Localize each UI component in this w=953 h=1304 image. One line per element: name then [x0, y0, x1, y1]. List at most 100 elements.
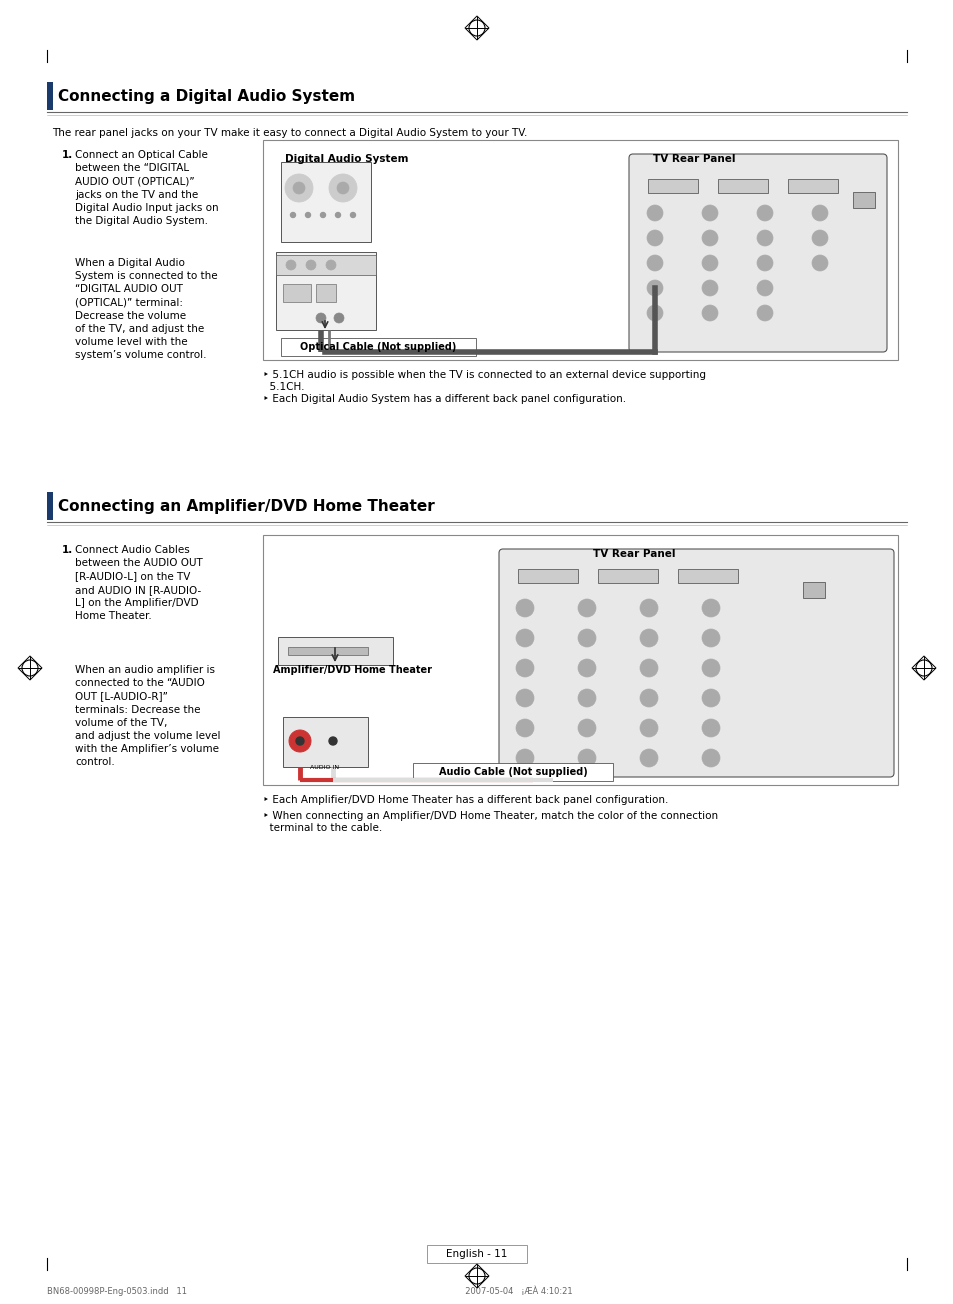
Text: The rear panel jacks on your TV make it easy to connect a Digital Audio System t: The rear panel jacks on your TV make it …: [52, 128, 527, 138]
Circle shape: [639, 689, 658, 707]
Circle shape: [757, 305, 772, 321]
Circle shape: [295, 737, 304, 745]
Circle shape: [701, 280, 718, 296]
FancyBboxPatch shape: [628, 154, 886, 352]
Text: Optical Cable (Not supplied): Optical Cable (Not supplied): [300, 342, 456, 352]
Bar: [47, 82, 53, 110]
Circle shape: [757, 280, 772, 296]
Circle shape: [578, 599, 596, 617]
Circle shape: [701, 305, 718, 321]
Bar: [718, 179, 767, 193]
Circle shape: [315, 313, 326, 323]
Circle shape: [701, 230, 718, 246]
Bar: [787, 179, 837, 193]
Circle shape: [639, 659, 658, 677]
Circle shape: [326, 259, 335, 270]
Circle shape: [646, 280, 662, 296]
Circle shape: [639, 599, 658, 617]
Circle shape: [291, 213, 295, 218]
Circle shape: [811, 230, 827, 246]
Circle shape: [639, 719, 658, 737]
Circle shape: [516, 689, 534, 707]
Text: Amplifier/DVD Home Theater: Amplifier/DVD Home Theater: [273, 665, 432, 675]
Circle shape: [757, 205, 772, 220]
Text: ‣ Each Digital Audio System has a different back panel configuration.: ‣ Each Digital Audio System has a differ…: [263, 394, 625, 404]
Circle shape: [811, 256, 827, 271]
Circle shape: [329, 737, 336, 745]
Text: Audio Cable (Not supplied): Audio Cable (Not supplied): [438, 767, 587, 777]
Circle shape: [701, 719, 720, 737]
Circle shape: [305, 213, 310, 218]
Circle shape: [516, 659, 534, 677]
Circle shape: [516, 599, 534, 617]
Bar: [427, 1245, 526, 1264]
Text: Digital Audio System: Digital Audio System: [285, 154, 408, 164]
Bar: [47, 492, 53, 520]
Circle shape: [701, 599, 720, 617]
Circle shape: [639, 629, 658, 647]
Circle shape: [285, 173, 313, 202]
FancyBboxPatch shape: [498, 549, 893, 777]
Text: English - 11: English - 11: [446, 1249, 507, 1258]
Text: ‣ 5.1CH audio is possible when the TV is connected to an external device support: ‣ 5.1CH audio is possible when the TV is…: [263, 370, 705, 393]
Circle shape: [646, 256, 662, 271]
Bar: [283, 717, 368, 767]
Bar: [281, 162, 371, 243]
Text: 1.: 1.: [62, 545, 73, 556]
Circle shape: [646, 205, 662, 220]
Text: TV Rear Panel: TV Rear Panel: [652, 154, 735, 164]
Text: 1.: 1.: [62, 150, 73, 160]
Bar: [281, 338, 476, 356]
Circle shape: [811, 205, 827, 220]
Circle shape: [335, 213, 340, 218]
Text: Connecting an Amplifier/DVD Home Theater: Connecting an Amplifier/DVD Home Theater: [58, 498, 435, 514]
Circle shape: [639, 748, 658, 767]
Bar: [283, 284, 311, 303]
Text: ‣ When connecting an Amplifier/DVD Home Theater, match the color of the connecti: ‣ When connecting an Amplifier/DVD Home …: [263, 811, 718, 833]
Bar: [678, 569, 738, 583]
Circle shape: [701, 659, 720, 677]
Circle shape: [578, 659, 596, 677]
Circle shape: [350, 213, 355, 218]
Text: When an audio amplifier is
connected to the “AUDIO
OUT [L-AUDIO-R]”
terminals: D: When an audio amplifier is connected to …: [75, 665, 220, 767]
Circle shape: [646, 230, 662, 246]
Circle shape: [289, 730, 311, 752]
Text: Connect Audio Cables
between the AUDIO OUT
[R-AUDIO-L] on the TV
and AUDIO IN [R: Connect Audio Cables between the AUDIO O…: [75, 545, 203, 621]
Text: AUDIO IN: AUDIO IN: [310, 765, 339, 769]
Bar: [288, 647, 368, 655]
Circle shape: [286, 259, 295, 270]
Bar: [275, 252, 375, 330]
Circle shape: [516, 629, 534, 647]
Bar: [263, 535, 897, 785]
Text: Connect an Optical Cable
between the “DIGITAL
AUDIO OUT (OPTICAL)”
jacks on the : Connect an Optical Cable between the “DI…: [75, 150, 218, 226]
Circle shape: [516, 719, 534, 737]
Circle shape: [578, 748, 596, 767]
Circle shape: [701, 205, 718, 220]
Circle shape: [757, 230, 772, 246]
Circle shape: [329, 173, 356, 202]
Text: BN68-00998P-Eng-0503.indd   11                                                  : BN68-00998P-Eng-0503.indd 11: [47, 1284, 572, 1295]
Bar: [263, 140, 897, 360]
Circle shape: [336, 183, 349, 194]
Text: When a Digital Audio
System is connected to the
“DIGITAL AUDIO OUT
(OPTICAL)” te: When a Digital Audio System is connected…: [75, 258, 217, 360]
Bar: [647, 179, 698, 193]
Circle shape: [578, 719, 596, 737]
Bar: [275, 256, 375, 275]
Circle shape: [701, 689, 720, 707]
Circle shape: [334, 313, 344, 323]
Bar: [517, 569, 578, 583]
Text: Connecting a Digital Audio System: Connecting a Digital Audio System: [58, 89, 355, 103]
Circle shape: [320, 213, 325, 218]
Bar: [277, 636, 393, 665]
Circle shape: [646, 305, 662, 321]
Circle shape: [293, 183, 305, 194]
Circle shape: [757, 256, 772, 271]
Circle shape: [701, 629, 720, 647]
Bar: [802, 582, 824, 599]
Text: TV Rear Panel: TV Rear Panel: [593, 549, 675, 559]
Circle shape: [306, 259, 315, 270]
Bar: [315, 284, 335, 303]
Circle shape: [322, 730, 344, 752]
Circle shape: [578, 689, 596, 707]
Circle shape: [701, 748, 720, 767]
